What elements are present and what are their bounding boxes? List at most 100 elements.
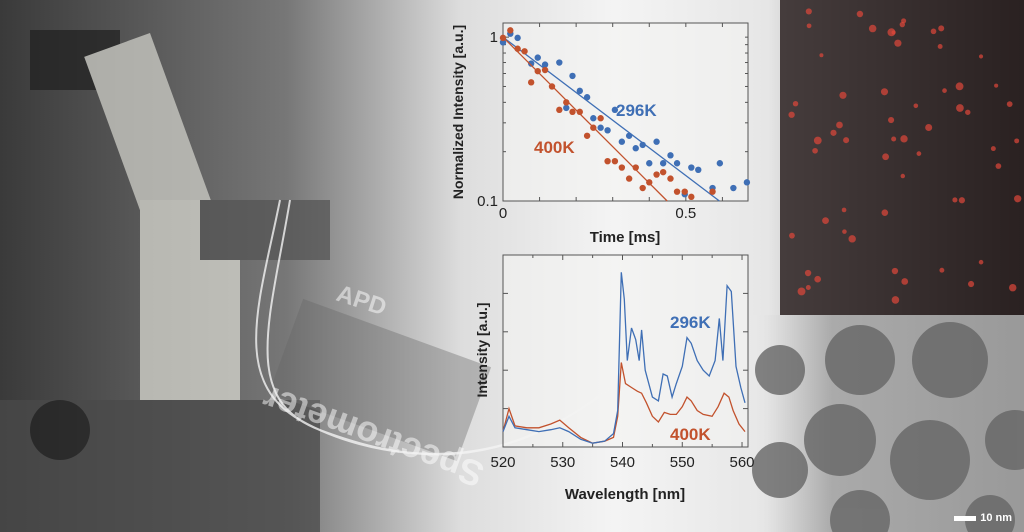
red-dot [916, 151, 922, 156]
decay-chart-ylabel: Normalized Intensity [a.u.] [450, 25, 466, 199]
red-dot [887, 28, 896, 37]
x-tick-label: 530 [550, 454, 575, 471]
data-point-400K [563, 99, 570, 106]
data-point-400K [597, 115, 604, 122]
data-point-400K [625, 175, 633, 182]
red-dot [942, 88, 947, 93]
data-point-400K [507, 27, 514, 34]
spectrum-chart-ylabel: Intensity [a.u.] [474, 303, 490, 398]
red-dot [990, 146, 996, 152]
fit-line-296K [502, 36, 720, 202]
data-point-400K [639, 184, 646, 192]
data-point-296K [618, 138, 626, 145]
spectrum-series-label-296K: 296K [670, 313, 711, 332]
data-point-296K [563, 104, 570, 112]
red-dot [978, 259, 984, 265]
data-point-400K [569, 108, 576, 116]
red-dot [994, 83, 999, 88]
data-point-296K [695, 166, 702, 174]
spectrum-line-400K [502, 362, 746, 444]
data-point-296K [590, 115, 597, 122]
red-dot [830, 129, 837, 136]
data-point-400K [688, 193, 695, 201]
data-point-400K [514, 45, 521, 52]
data-point-400K [556, 106, 563, 114]
data-point-296K [625, 132, 633, 139]
data-point-400K [583, 132, 591, 139]
data-point-400K [673, 188, 681, 195]
red-dot [930, 28, 937, 35]
data-point-296K [569, 72, 576, 80]
red-dot [814, 275, 821, 283]
red-dot [939, 267, 945, 273]
decay-series-label-400K: 400K [534, 138, 575, 157]
red-dot [913, 103, 919, 109]
red-dot [925, 124, 933, 132]
red-dot [804, 269, 812, 277]
red-dot [938, 25, 945, 32]
red-dot [868, 24, 877, 33]
red-dot [842, 229, 847, 234]
red-dot [848, 235, 856, 243]
spectrum-line-296K [502, 272, 746, 444]
red-dot [819, 53, 824, 58]
data-point-296K [673, 160, 681, 167]
red-dot [789, 232, 795, 239]
data-point-400K [521, 48, 528, 55]
data-point-296K [499, 39, 507, 46]
spectrum-series-label-400K: 400K [670, 425, 711, 444]
data-point-296K [556, 59, 563, 66]
red-dot [880, 88, 889, 96]
red-dot [891, 296, 900, 304]
data-point-400K [534, 67, 541, 75]
data-point-400K [659, 168, 667, 176]
decay-chart-xlabel: Time [ms] [590, 229, 661, 246]
fit-line-400K [502, 36, 668, 202]
red-dot [1009, 283, 1017, 292]
red-dot [841, 207, 847, 213]
red-dot [822, 217, 829, 225]
red-dot [805, 285, 811, 290]
red-dot [978, 54, 984, 59]
red-dot [995, 163, 1002, 169]
red-dot [888, 116, 895, 124]
red-dot [958, 197, 966, 204]
microscope-setup-photo [0, 30, 492, 532]
data-point-400K [499, 34, 507, 42]
red-dot [900, 135, 908, 143]
data-point-400K [681, 188, 688, 195]
data-point-296K [639, 141, 646, 149]
data-point-400K [632, 164, 639, 171]
data-point-400K [646, 179, 653, 186]
x-tick-label: 540 [610, 454, 635, 471]
data-point-296K [611, 106, 619, 114]
red-dot [856, 10, 864, 18]
y-tick-label: 1 [490, 29, 498, 46]
scale-bar-line [954, 515, 977, 521]
data-point-400K [541, 66, 549, 74]
red-dot [805, 8, 812, 15]
data-point-400K [548, 83, 556, 90]
data-point-296K [659, 160, 667, 167]
red-dot [882, 153, 890, 161]
data-point-296K [576, 87, 583, 95]
red-dot [1014, 138, 1020, 144]
red-dot [812, 147, 818, 154]
scale-bar: 10 nm [954, 512, 1012, 524]
red-dot [952, 197, 958, 203]
data-point-296K [514, 34, 521, 42]
red-dot [891, 267, 899, 275]
red-dot [967, 280, 975, 288]
red-dot [956, 104, 964, 112]
data-point-400K [576, 108, 583, 116]
data-point-400K [527, 79, 535, 86]
spectrum-chart: 520 530 540 550 560 Wavelength [nm] Intensit… [474, 254, 755, 503]
data-point-296K [716, 160, 724, 167]
data-point-400K [709, 188, 716, 195]
red-dot [965, 109, 971, 115]
x-tick-label: 550 [670, 454, 695, 471]
data-point-400K [618, 164, 626, 171]
data-point-400K [667, 175, 674, 182]
red-dot [899, 21, 906, 28]
